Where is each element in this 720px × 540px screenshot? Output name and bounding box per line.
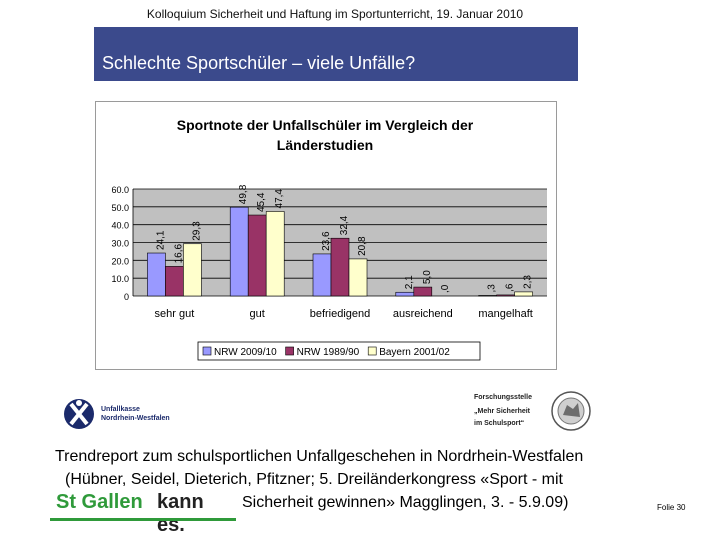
footer-line-2: (Hübner, Seidel, Dieterich, Pfitzner; 5.… [65, 471, 563, 488]
bar-nrw-1989-90 [413, 286, 433, 297]
data-label: 16,6 [173, 243, 184, 263]
bar-chart: Sportnote der Unfallschüler im Vergleich… [111, 117, 547, 361]
legend-label: Bayern 2001/02 [379, 347, 450, 358]
data-label: 2,1 [404, 275, 415, 289]
unfallkasse-name-2: Nordrhein-Westfalen [101, 415, 170, 422]
y-tick-label: 30.0 [111, 239, 129, 249]
forschungsstelle-logo: Forschungsstelle „Mehr Sicherheit im Sch… [474, 391, 591, 431]
chart-title-line-1: Sportnote der Unfallschüler im Vergleich… [177, 117, 474, 133]
y-tick-label: 20.0 [111, 256, 129, 266]
st-gallen-logo-part1: St Gallen [56, 491, 143, 513]
bar-nrw-2009-10 [395, 291, 415, 297]
legend-swatch [202, 346, 212, 356]
bar-nrw-2009-10 [478, 295, 497, 297]
st-gallen-logo-part2: kann es. [157, 491, 204, 536]
seal-emblem-icon [563, 403, 580, 417]
legend-label: NRW 1989/90 [297, 347, 360, 358]
legend-box [197, 341, 481, 361]
slide-title-bar: Schlechte Sportschüler – viele Unfälle? [94, 27, 578, 81]
data-label: 20,8 [357, 236, 368, 256]
y-tick-label: 40.0 [111, 221, 129, 231]
bar-bayern-2001-02 [265, 211, 285, 297]
conference-header: Kolloquium Sicherheit und Haftung im Spo… [146, 7, 524, 21]
bar-nrw-1989-90 [247, 214, 267, 297]
data-label: 23,6 [321, 231, 332, 251]
footer-reference: Trendreport zum schulsportlichen Unfallg… [55, 445, 583, 514]
y-tick-label: 0 [124, 292, 129, 302]
footer-line-3: Sicherheit gewinnen» Magglingen, 3. - 5.… [242, 494, 569, 511]
data-label: 32,4 [339, 215, 350, 235]
y-tick-label: 10.0 [111, 274, 129, 284]
unfallkasse-name-1: Unfallkasse [101, 406, 140, 413]
footer-line-1: Trendreport zum schulsportlichen Unfallg… [55, 448, 584, 465]
bar-bayern-2001-02 [183, 243, 202, 297]
data-label: ,0 [440, 284, 451, 293]
data-label: ,3 [487, 284, 498, 293]
y-tick-label: 50.0 [111, 203, 129, 213]
data-label: 45,4 [256, 192, 267, 212]
data-label: 2,3 [523, 275, 534, 289]
bar-nrw-2009-10 [147, 252, 166, 297]
forschungsstelle-line-3: im Schulsport“ [474, 420, 524, 427]
forschungsstelle-line-1: Forschungsstelle [474, 394, 532, 401]
bar-nrw-2009-10 [312, 253, 332, 297]
forschungsstelle-line-2: „Mehr Sicherheit [474, 408, 531, 415]
legend-swatch [367, 346, 377, 356]
st-gallen-underline [50, 518, 236, 521]
chart-title-line-2: Länderstudien [277, 137, 373, 153]
slide-number: Folie 30 [657, 503, 686, 512]
bar-nrw-2009-10 [229, 206, 249, 297]
data-label: 29,3 [191, 221, 202, 241]
bar-nrw-1989-90 [496, 294, 515, 297]
data-label: ,6 [505, 283, 516, 292]
unfallkasse-head-icon [76, 400, 82, 406]
y-tick-label: 60.0 [111, 185, 129, 195]
x-category-label: gut [250, 308, 265, 320]
slide-title: Schlechte Sportschüler – viele Unfälle? [102, 53, 416, 73]
bar-bayern-2001-02 [514, 291, 533, 297]
x-category-label: mangelhaft [478, 308, 532, 320]
x-category-label: befriedigend [310, 308, 371, 320]
legend-label: NRW 2009/10 [214, 347, 277, 358]
unfallkasse-cross-icon [69, 402, 89, 426]
unfallkasse-logo: Unfallkasse Nordrhein-Westfalen [64, 399, 170, 429]
data-label: 47,4 [274, 189, 285, 209]
bar-bayern-2001-02 [348, 258, 368, 297]
data-label: 5,0 [422, 270, 433, 284]
legend-swatch [285, 346, 294, 356]
x-category-label: ausreichend [393, 308, 453, 320]
data-label: 24,1 [155, 230, 166, 250]
x-category-label: sehr gut [155, 308, 195, 320]
bar-nrw-1989-90 [330, 237, 350, 297]
st-gallen-logo: St Gallen kann es. [50, 488, 236, 536]
data-label: 49,8 [238, 184, 249, 204]
bar-nrw-1989-90 [165, 266, 184, 297]
